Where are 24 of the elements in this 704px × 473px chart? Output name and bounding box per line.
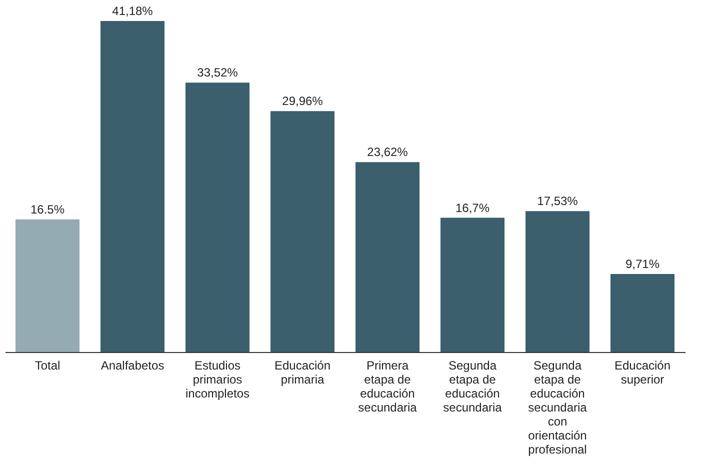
bar (270, 111, 334, 352)
data-label: 16,7% (455, 200, 490, 215)
bar (100, 21, 164, 352)
bar (440, 218, 504, 352)
x-tick-label: Educación superior (614, 358, 671, 386)
data-label: 9,71% (625, 256, 660, 271)
x-tick-label: Total (34, 358, 60, 372)
x-tick-label: Segunda etapa de educación secundaria (443, 358, 502, 414)
x-tick-label: Analfabetos (100, 358, 164, 372)
data-label: 16.5% (30, 202, 65, 216)
data-label: 33,52% (197, 66, 238, 80)
data-label: 17,53% (537, 194, 578, 208)
data-label: 41,18% (112, 4, 154, 18)
bar (610, 274, 674, 352)
bar (16, 219, 80, 352)
bar (186, 82, 250, 352)
x-tick-label: Primera etapa de educación secundaria (358, 358, 418, 414)
x-tick-label: Segunda etapa de educación secundaria con orientación profesional (528, 358, 588, 456)
data-label: 23,62% (367, 145, 408, 160)
bar (526, 211, 590, 352)
x-tick-label: Estudios primarios incompletos (185, 358, 250, 400)
data-label: 29,96% (282, 94, 324, 108)
bar (356, 162, 420, 352)
x-tick-label: Educación primaria (274, 358, 331, 386)
